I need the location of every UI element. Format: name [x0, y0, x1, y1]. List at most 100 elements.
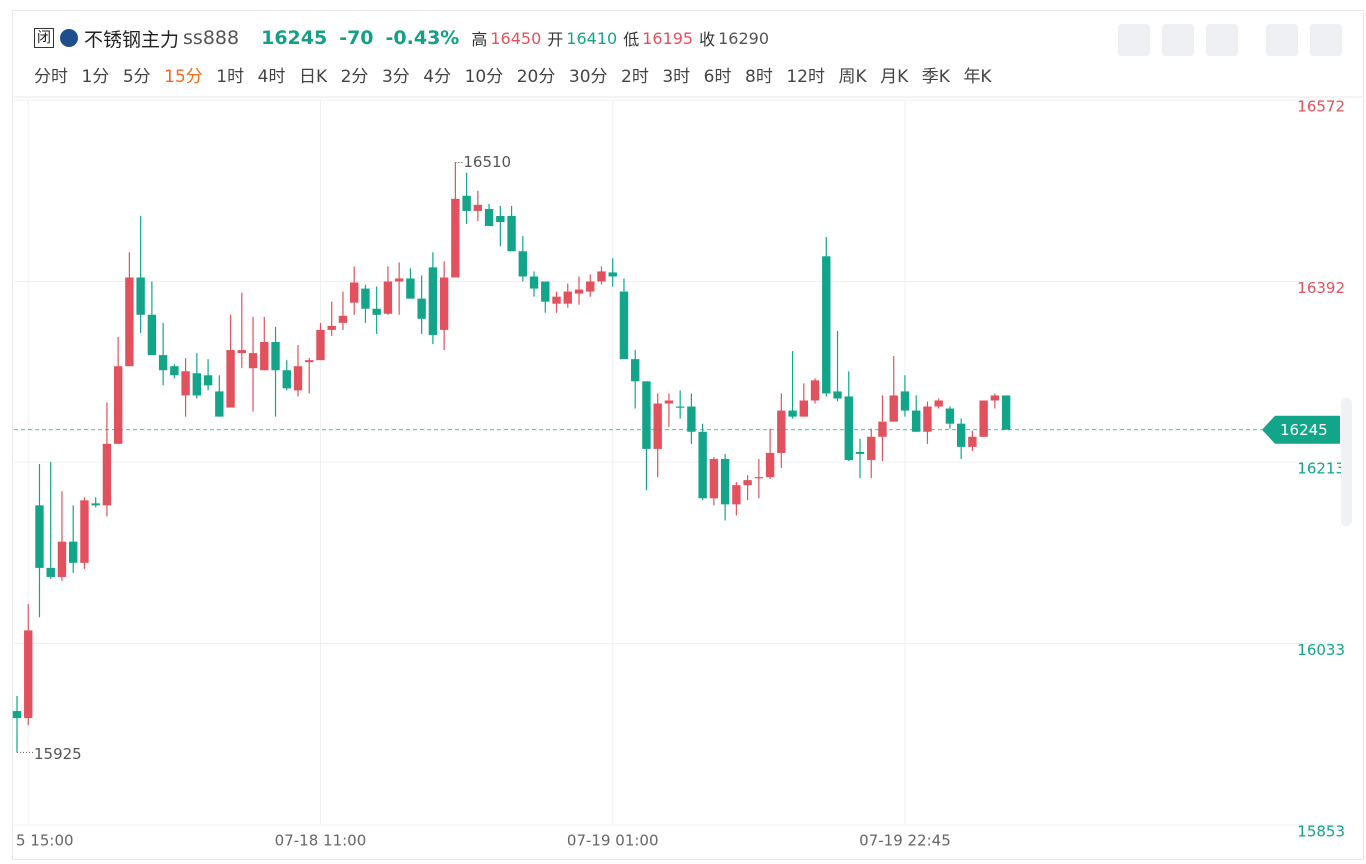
candle-body [878, 421, 887, 437]
period-tab[interactable]: 年K [963, 67, 992, 87]
stat-label: 低 [623, 30, 640, 49]
candle-body [24, 630, 33, 719]
candle-body [305, 360, 314, 363]
period-tab[interactable]: 12时 [786, 67, 825, 87]
y-tick-label: 16572 [1297, 98, 1345, 116]
code[interactable]: ss888 [183, 27, 240, 49]
period-tab[interactable]: 周K [838, 67, 867, 87]
y-tick-label: 16392 [1297, 279, 1345, 297]
candle-body [518, 251, 527, 277]
y-tick-label: 15853 [1297, 823, 1345, 841]
period-tab[interactable]: 10分 [464, 67, 504, 87]
tool-button[interactable] [1206, 24, 1238, 56]
candle-body [417, 298, 426, 319]
toolbar [1118, 24, 1354, 56]
candle-body [158, 355, 168, 371]
change: -70 [339, 27, 374, 49]
period-tab[interactable]: 6时 [703, 67, 732, 87]
close-button[interactable] [1310, 24, 1342, 56]
candle-body [720, 458, 730, 505]
header: 闭 不锈钢主力 ss888 16245 -70 -0.43% 高 16450 开 16… [34, 24, 775, 52]
period-tab[interactable]: 3时 [662, 67, 691, 87]
stat-label: 开 [547, 30, 564, 49]
candle-body [406, 278, 415, 299]
candle-body [462, 195, 471, 211]
candle-body [1001, 395, 1011, 430]
candle-body [912, 410, 921, 432]
candle-body [732, 485, 741, 505]
candle-body [113, 366, 123, 444]
stat-label: 高 [471, 30, 488, 49]
candle-body [810, 380, 820, 401]
candle-body [968, 436, 977, 447]
period-tab[interactable]: 2分 [340, 67, 369, 87]
candle-body [170, 366, 179, 376]
candle-body [867, 436, 876, 460]
candle-body [271, 342, 280, 371]
period-tab[interactable]: 月K [880, 67, 909, 87]
candle-body [687, 406, 696, 432]
candle-body [181, 371, 190, 396]
period-tab[interactable]: 1时 [216, 67, 245, 87]
candle-body [507, 215, 516, 252]
candle-body [675, 406, 685, 408]
candle-body [822, 256, 831, 394]
x-tick-label: 5 15:00 [16, 832, 74, 850]
candle-body [316, 329, 325, 361]
tool-button[interactable] [1118, 24, 1150, 56]
x-tick-label: 07-19 22:45 [859, 832, 951, 850]
candle-body [563, 291, 572, 304]
candle-body [642, 381, 651, 449]
candle-body [956, 423, 966, 447]
period-tab[interactable]: 8时 [745, 67, 773, 87]
candle-body [541, 281, 550, 302]
candle-body [293, 366, 303, 391]
candle-body [428, 267, 438, 335]
name[interactable]: 不锈钢主力 [84, 28, 180, 51]
period-tab[interactable]: 15分 [164, 67, 203, 87]
period-tab[interactable]: 30分 [568, 67, 608, 87]
candle-body [12, 711, 22, 719]
candle-body [844, 396, 853, 460]
candle-body [327, 325, 336, 330]
candle-body [192, 373, 202, 396]
stat-value: 16290 [718, 28, 770, 48]
frame [12, 10, 1364, 860]
candle-body [900, 391, 910, 411]
candle-body [631, 359, 640, 382]
period-tab[interactable]: 1分 [81, 67, 110, 87]
period-tab[interactable]: 5分 [122, 67, 151, 87]
period-tab[interactable]: 3分 [381, 67, 410, 87]
stat-value: 16450 [490, 28, 542, 48]
last-price-label: 16245 [1280, 421, 1328, 439]
candle-body [855, 451, 865, 454]
candle-body [125, 277, 134, 367]
period-tab[interactable]: 季K [921, 67, 950, 87]
candle-body [338, 315, 348, 323]
period-tab[interactable]: 2时 [621, 67, 649, 87]
tool-button[interactable] [1266, 24, 1298, 56]
candle-body [215, 391, 224, 417]
period-tab[interactable]: 日K [298, 67, 328, 87]
stat-label: 收 [699, 30, 716, 49]
candle-body [439, 277, 449, 330]
candle-body [496, 215, 505, 223]
candle-body [945, 408, 955, 424]
candle-body [361, 288, 370, 309]
candle-body [350, 282, 359, 303]
candle-body [552, 296, 561, 304]
tool-button[interactable] [1162, 24, 1194, 56]
candle-body [788, 410, 797, 417]
candle-body [586, 281, 595, 292]
period-tab[interactable]: 分时 [34, 67, 68, 87]
period-tab[interactable]: 20分 [516, 67, 556, 87]
last-price-badge [1262, 415, 1340, 444]
period-tab[interactable]: 4时 [257, 67, 286, 87]
candle-body [282, 370, 291, 389]
candle-body [260, 342, 269, 371]
candle-body [777, 410, 786, 453]
status: 闭 [34, 28, 54, 48]
period-tab[interactable]: 4分 [423, 67, 452, 87]
candle-body [147, 314, 157, 356]
